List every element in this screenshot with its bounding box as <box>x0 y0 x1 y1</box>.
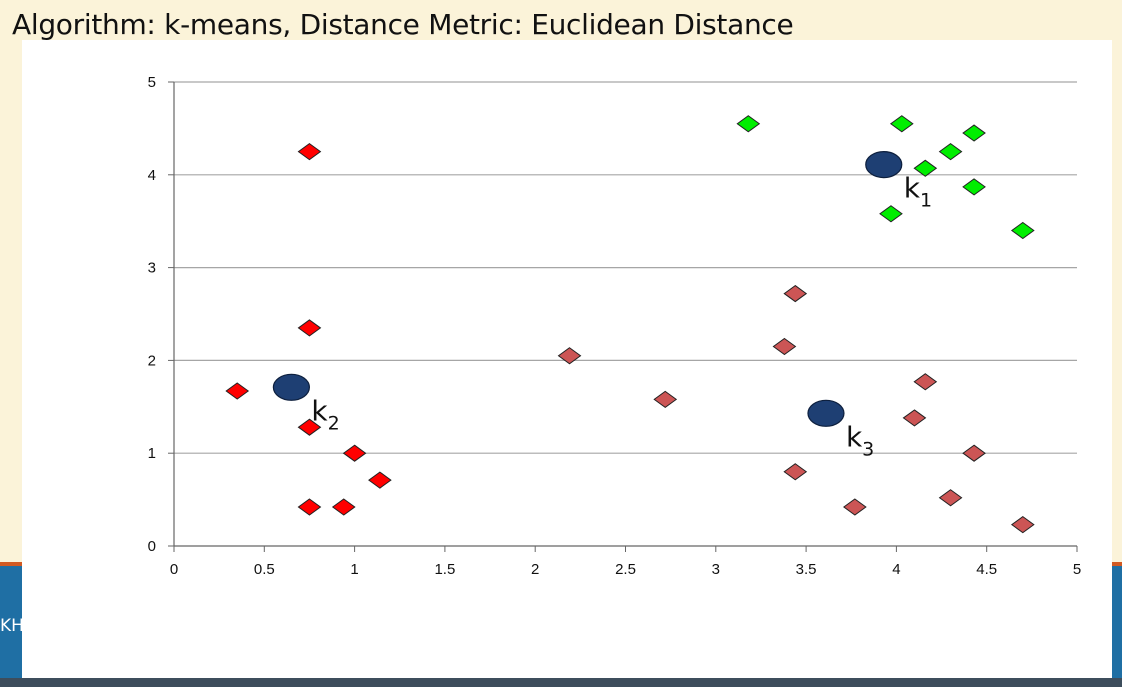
data-point-diamond <box>902 409 927 427</box>
data-point-diamond <box>225 382 250 400</box>
x-tick-label: 1 <box>350 561 358 578</box>
y-tick-label: 5 <box>148 74 156 91</box>
data-point-diamond <box>653 390 678 408</box>
x-tick-label: 2 <box>531 561 539 578</box>
data-points <box>225 115 1035 534</box>
x-tick-label: 4 <box>892 561 900 578</box>
data-point-diamond <box>297 498 322 516</box>
data-point-diamond <box>879 205 903 223</box>
centroid-label-main: k <box>846 420 863 453</box>
data-point-diamond <box>889 115 914 133</box>
data-point-diamond <box>1010 221 1035 240</box>
data-point-diamond <box>783 284 808 303</box>
data-point-diamond <box>297 142 322 161</box>
data-point-diamond <box>297 319 322 337</box>
centroid-label: k1 <box>904 172 932 212</box>
grid-lines <box>174 81 1077 454</box>
x-tick-label: 3.5 <box>796 561 817 578</box>
data-point-diamond <box>962 444 986 462</box>
centroid-marker <box>865 150 903 179</box>
centroid-label-main: k <box>904 172 921 205</box>
y-tick-label: 3 <box>148 260 156 277</box>
centroid-label-subscript: 2 <box>328 412 340 434</box>
data-point-diamond <box>772 337 797 356</box>
centroid-label-main: k <box>311 394 328 427</box>
footer-text: KH <box>0 616 24 636</box>
data-point-diamond <box>913 373 938 391</box>
slide-bottom-strip <box>0 678 1122 687</box>
data-point-diamond <box>1010 516 1035 534</box>
tick-labels: 0 1 2 3 4 5 0 0.5 1 1.5 2 2.5 3 3.5 4 4.5 5 <box>148 74 1082 578</box>
x-tick-label: 0.5 <box>254 561 275 578</box>
data-point-diamond <box>783 463 808 481</box>
centroid-label: k2 <box>311 394 339 434</box>
x-tick-label: 3 <box>712 561 720 578</box>
data-point-diamond <box>297 418 322 436</box>
data-point-diamond <box>736 115 761 133</box>
data-point-diamond <box>938 142 963 161</box>
data-point-diamond <box>557 347 582 365</box>
data-point-diamond <box>962 178 986 196</box>
y-tick-label: 2 <box>148 352 156 369</box>
x-tick-label: 5 <box>1073 561 1081 578</box>
x-tick-label: 0 <box>170 561 178 578</box>
data-point-diamond <box>331 498 356 516</box>
slide-title: Algorithm: k-means, Distance Metric: Euc… <box>12 8 794 41</box>
data-point-diamond <box>938 489 963 507</box>
centroid-label: k3 <box>846 420 874 460</box>
axes <box>168 81 1078 552</box>
chart-panel: 0 1 2 3 4 5 0 0.5 1 1.5 2 2.5 3 3.5 4 4.5 5 k1 k2 k3 <box>22 40 1112 678</box>
data-point-diamond <box>342 444 367 462</box>
x-tick-label: 2.5 <box>615 561 636 578</box>
centroid-label-subscript: 3 <box>862 438 874 460</box>
data-point-diamond <box>913 159 938 177</box>
centroid-marker <box>272 373 310 401</box>
data-point-diamond <box>962 124 986 142</box>
y-tick-label: 1 <box>148 445 156 462</box>
data-point-diamond <box>368 471 392 489</box>
centroid-marker <box>807 399 845 427</box>
y-tick-label: 4 <box>148 167 156 184</box>
y-tick-label: 0 <box>148 538 156 555</box>
data-point-diamond <box>843 498 867 516</box>
centroid-label-subscript: 1 <box>920 190 932 212</box>
x-tick-label: 1.5 <box>434 561 455 578</box>
x-tick-label: 4.5 <box>976 561 997 578</box>
